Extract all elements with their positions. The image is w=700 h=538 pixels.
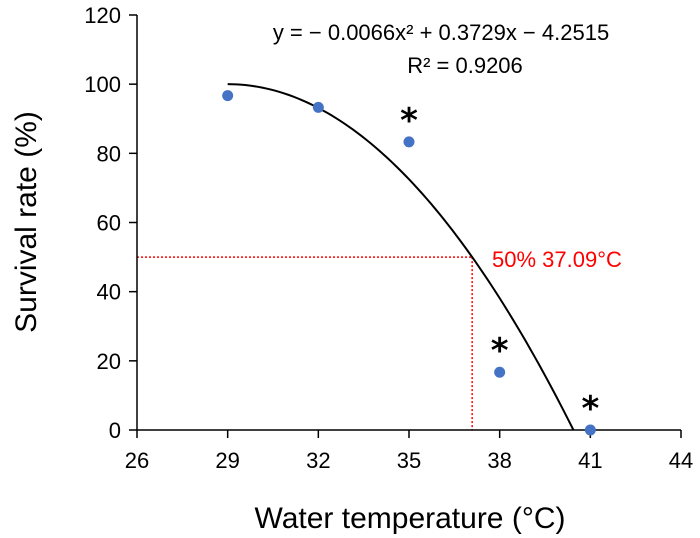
- x-axis-title: Water temperature (°C): [255, 502, 566, 535]
- x-tick-label: 35: [397, 448, 421, 473]
- trendline-curve: [227, 83, 575, 431]
- reference-annotation: 50% 37.09°C: [492, 247, 622, 272]
- y-tick-label: 60: [97, 211, 121, 236]
- significance-star: *: [491, 331, 509, 371]
- significance-star: *: [400, 101, 418, 141]
- x-tick-label: 26: [125, 448, 149, 473]
- data-point: [222, 90, 234, 102]
- y-axis-ticks: 0 20 40 60 80 100 120: [84, 3, 137, 443]
- x-tick-label: 38: [487, 448, 511, 473]
- significance-star: *: [581, 389, 599, 429]
- data-points: [222, 90, 596, 436]
- y-tick-label: 100: [84, 72, 121, 97]
- y-tick-label: 40: [97, 280, 121, 305]
- y-tick-label: 0: [109, 418, 121, 443]
- trendline-equation: y = − 0.0066x² + 0.3729x − 4.2515: [273, 20, 609, 45]
- significance-markers: * * *: [400, 101, 599, 429]
- y-tick-label: 20: [97, 349, 121, 374]
- reference-lines: [137, 256, 473, 430]
- x-axis-ticks: 26 29 32 35 38 41 44: [125, 430, 693, 473]
- x-tick-label: 29: [215, 448, 239, 473]
- trendline-r2: R² = 0.9206: [407, 53, 523, 78]
- data-point: [584, 424, 596, 436]
- data-point: [403, 136, 415, 148]
- y-axis-title: Survival rate (%): [10, 111, 43, 333]
- x-tick-label: 41: [578, 448, 602, 473]
- y-tick-label: 80: [97, 141, 121, 166]
- data-point: [312, 101, 324, 113]
- x-tick-label: 32: [306, 448, 330, 473]
- data-point: [494, 366, 506, 378]
- y-tick-label: 120: [84, 3, 121, 28]
- x-tick-label: 44: [669, 448, 693, 473]
